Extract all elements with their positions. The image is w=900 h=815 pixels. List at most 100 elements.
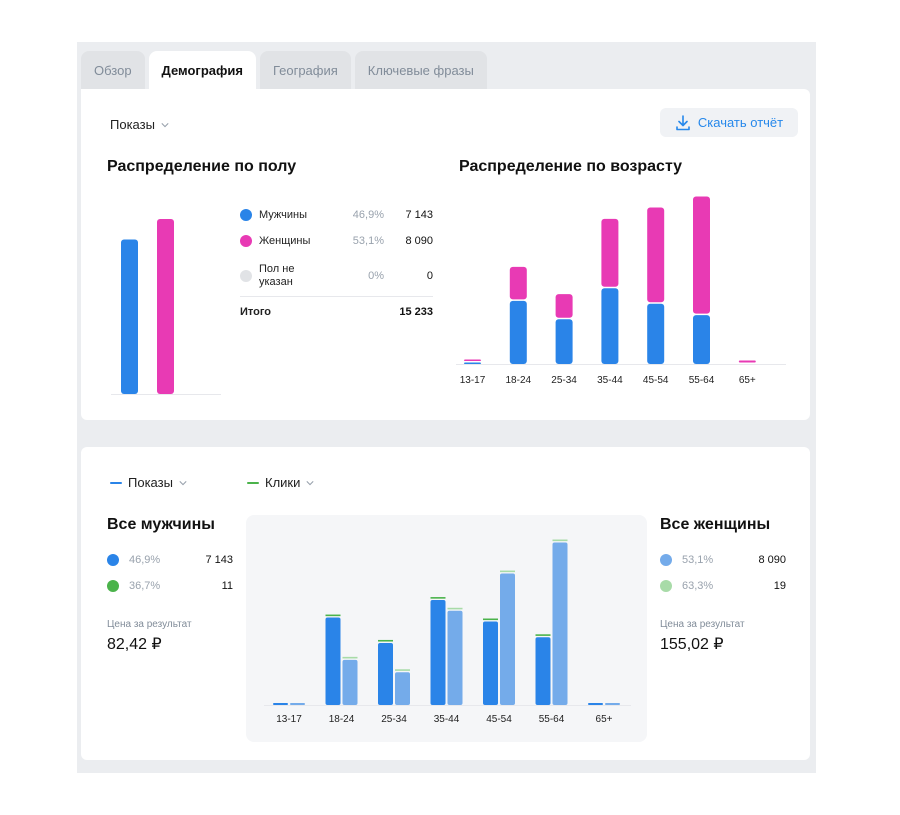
age-bar-segment <box>693 196 710 314</box>
clicks-dot-icon <box>107 580 119 592</box>
comparison-bar <box>342 659 358 705</box>
gender-bar <box>121 239 138 394</box>
legend-label: Пол не указан <box>259 263 295 288</box>
age-chart: 13-17 18-24 25-34 35-44 45-54 55-64 65+ <box>456 196 786 386</box>
age-bar-segment <box>647 207 665 303</box>
comparison-bar <box>500 573 515 705</box>
series1-line-icon <box>110 481 122 484</box>
clicks-marker <box>535 634 551 636</box>
age-bar-segment <box>509 300 527 364</box>
comparison-bar <box>378 642 393 705</box>
comparison-tick-label: 45-54 <box>486 714 512 725</box>
women-clicks-value: 19 <box>773 580 786 592</box>
women-shows-pct: 53,1% <box>682 554 714 566</box>
legend-pct: 46,9% <box>352 209 384 221</box>
age-bar-segment <box>555 319 573 364</box>
clicks-marker <box>500 570 515 573</box>
comparison-bar <box>447 610 463 705</box>
men-price: 82,42 ₽ <box>107 636 162 653</box>
legend-pct: 53,1% <box>352 235 384 247</box>
age-bar-segment <box>693 315 710 364</box>
shows-dot-icon <box>107 554 119 566</box>
clicks-marker <box>430 597 446 599</box>
clicks-marker <box>342 656 358 659</box>
comparison-tick-label: 35-44 <box>434 714 460 725</box>
metric-dropdown[interactable]: Показы <box>110 117 169 132</box>
series2-dropdown[interactable]: Клики <box>247 475 314 490</box>
women-price: 155,02 ₽ <box>660 636 724 653</box>
tab-keywords[interactable]: Ключевые фразы <box>354 51 487 89</box>
age-bar-segment <box>464 359 481 361</box>
women-price-label: Цена за результат <box>660 619 745 630</box>
age-bar-segment <box>601 288 619 364</box>
series1-dropdown[interactable]: Показы <box>110 475 187 490</box>
comparison-bar <box>483 621 498 705</box>
gender-chart-title: Распределение по полу <box>107 158 297 175</box>
comparison-bar <box>273 703 288 705</box>
women-title: Все женщины <box>660 516 771 533</box>
legend-label: Женщины <box>259 234 311 247</box>
comparison-chart-area <box>246 515 647 742</box>
clicks-marker <box>378 639 393 642</box>
men-shows-row: 46,9% 7 143 <box>107 551 233 569</box>
tab-bar: Обзор Демография География Ключевые фраз… <box>81 51 487 89</box>
age-bar-segment <box>464 362 481 364</box>
women-clicks-row: 63,3% 19 <box>660 577 786 595</box>
women-shows-value: 8 090 <box>758 554 786 566</box>
series1-label: Показы <box>128 475 173 490</box>
comparison-bar <box>395 672 410 705</box>
download-report-button[interactable]: Скачать отчёт <box>660 108 798 137</box>
gender-bar <box>157 219 174 394</box>
men-shows-pct: 46,9% <box>129 554 161 566</box>
download-icon <box>676 114 690 130</box>
comparison-panel: Показы Клики Все мужчины 46,9% 7 143 36,… <box>81 447 810 760</box>
comparison-chart: 13-17 18-24 25-34 35-44 45-54 55-64 65+ <box>264 539 631 725</box>
tab-geography[interactable]: География <box>259 51 351 89</box>
comparison-tick-label: 18-24 <box>329 714 355 725</box>
download-report-label: Скачать отчёт <box>697 115 784 130</box>
tab-overview[interactable]: Обзор <box>81 51 145 89</box>
age-bar-segment <box>555 294 573 318</box>
comparison-bar <box>605 703 620 705</box>
men-title: Все мужчины <box>107 516 215 533</box>
men-clicks-value: 11 <box>221 580 233 592</box>
age-bar-segment <box>601 218 619 287</box>
comparison-bar <box>325 617 341 705</box>
age-bar-segment <box>738 360 756 363</box>
men-price-label: Цена за результат <box>107 619 192 630</box>
clicks-dot-icon <box>660 580 672 592</box>
comparison-tick-label: 55-64 <box>539 714 565 725</box>
women-clicks-pct: 63,3% <box>682 580 714 592</box>
age-bar-segment <box>509 266 527 300</box>
gender-chart <box>111 219 221 395</box>
legend-row-unknown: Пол не указан 0% 0 <box>240 262 433 290</box>
shows-dot-icon <box>660 554 672 566</box>
comparison-bar <box>290 703 305 705</box>
age-tick-label: 13-17 <box>460 375 486 386</box>
women-shows-row: 53,1% 8 090 <box>660 551 786 569</box>
chevron-down-icon <box>179 480 187 485</box>
comparison-tick-label: 13-17 <box>276 714 302 725</box>
total-value: 15 233 <box>399 306 433 318</box>
clicks-marker <box>395 669 410 671</box>
unknown-dot-icon <box>240 270 252 282</box>
men-shows-value: 7 143 <box>205 554 233 566</box>
men-clicks-pct: 36,7% <box>129 580 161 592</box>
metric-dropdown-label: Показы <box>110 117 155 132</box>
age-tick-label: 45-54 <box>643 375 669 386</box>
tab-demography[interactable]: Демография <box>148 51 256 89</box>
clicks-marker <box>552 539 568 542</box>
comparison-bar <box>535 637 551 705</box>
clicks-marker <box>483 618 498 621</box>
demography-window: Обзор Демография География Ключевые фраз… <box>77 42 816 773</box>
legend-value: 7 143 <box>405 209 433 221</box>
comparison-bar <box>552 542 568 705</box>
age-tick-label: 55-64 <box>689 375 715 386</box>
age-chart-title: Распределение по возрасту <box>459 158 683 175</box>
chevron-down-icon <box>306 480 314 485</box>
comparison-bar <box>588 703 603 705</box>
total-label: Итого <box>240 305 272 318</box>
clicks-marker <box>447 607 463 610</box>
men-clicks-row: 36,7% 11 <box>107 577 233 595</box>
clicks-marker <box>325 614 341 617</box>
